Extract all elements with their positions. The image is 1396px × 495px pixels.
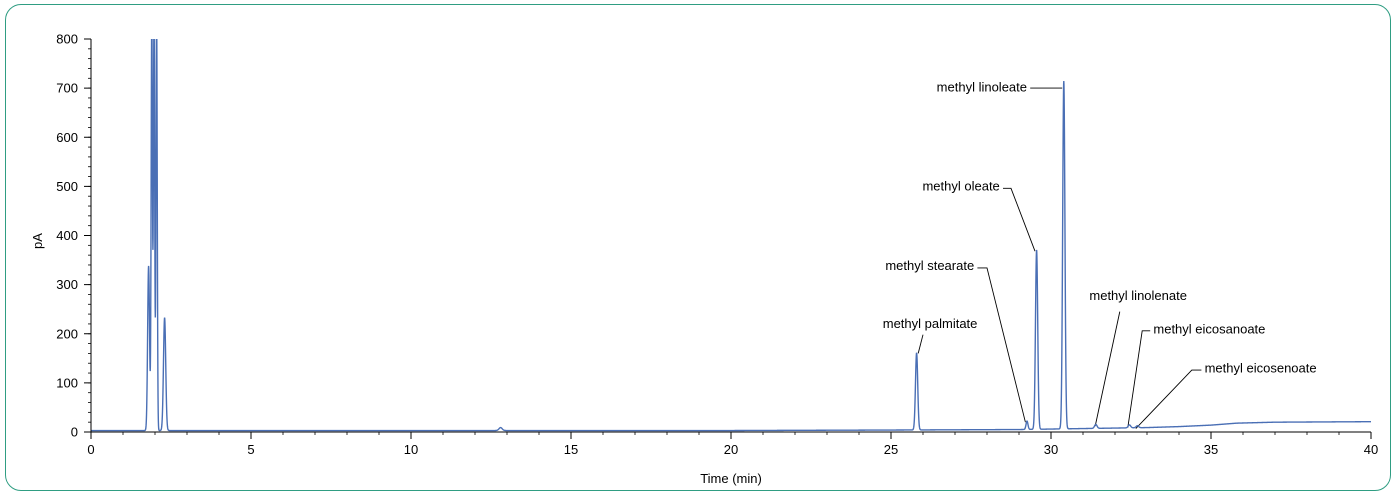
peak-label: methyl stearate (885, 258, 974, 273)
annotation-leader-line (977, 267, 1026, 423)
annotation-leader-line (1094, 311, 1121, 427)
x-tick-label: 5 (247, 442, 254, 457)
peak-label: methyl linolenate (1089, 288, 1187, 303)
y-tick-label: 0 (71, 425, 78, 440)
y-axis-label: pA (30, 233, 45, 249)
y-tick-label: 100 (56, 375, 78, 390)
annotation-leader-line (917, 334, 924, 354)
y-tick-label: 400 (56, 228, 78, 243)
peak-annotations: methyl palmitate methyl stearate methyl ol… (883, 80, 1317, 429)
x-tick-label: 30 (1044, 442, 1058, 457)
y-tick-label: 500 (56, 179, 78, 194)
x-tick-label: 10 (404, 442, 418, 457)
x-tick-label: 15 (564, 442, 578, 457)
y-tick-label: 300 (56, 277, 78, 292)
peak-label: methyl eicosanoate (1153, 321, 1265, 336)
y-tick-label: 800 (56, 32, 78, 47)
axes: 0 100 200 300 400 500 600 700 800 0 5 10 15 20 25 30 35 4… (56, 32, 1378, 458)
x-tick-label: 40 (1364, 442, 1378, 457)
annotation-leader-line (1135, 369, 1202, 429)
peak-label: methyl linoleate (937, 80, 1027, 95)
x-tick-label: 35 (1204, 442, 1218, 457)
x-tick-label: 20 (724, 442, 738, 457)
annotation-leader-line (1003, 187, 1036, 252)
annotation-leader-line (1127, 330, 1151, 428)
x-axis-label: Time (min) (700, 471, 762, 486)
chromatogram-trace (91, 39, 1371, 432)
x-tick-label: 0 (87, 442, 94, 457)
peak-label: methyl oleate (922, 178, 999, 193)
y-tick-label: 600 (56, 130, 78, 145)
y-tick-label: 200 (56, 326, 78, 341)
chart-frame (5, 4, 1391, 491)
peak-label: methyl palmitate (883, 316, 978, 331)
y-tick-label: 700 (56, 81, 78, 96)
x-tick-label: 25 (884, 442, 898, 457)
peak-label: methyl eicosenoate (1205, 361, 1317, 376)
